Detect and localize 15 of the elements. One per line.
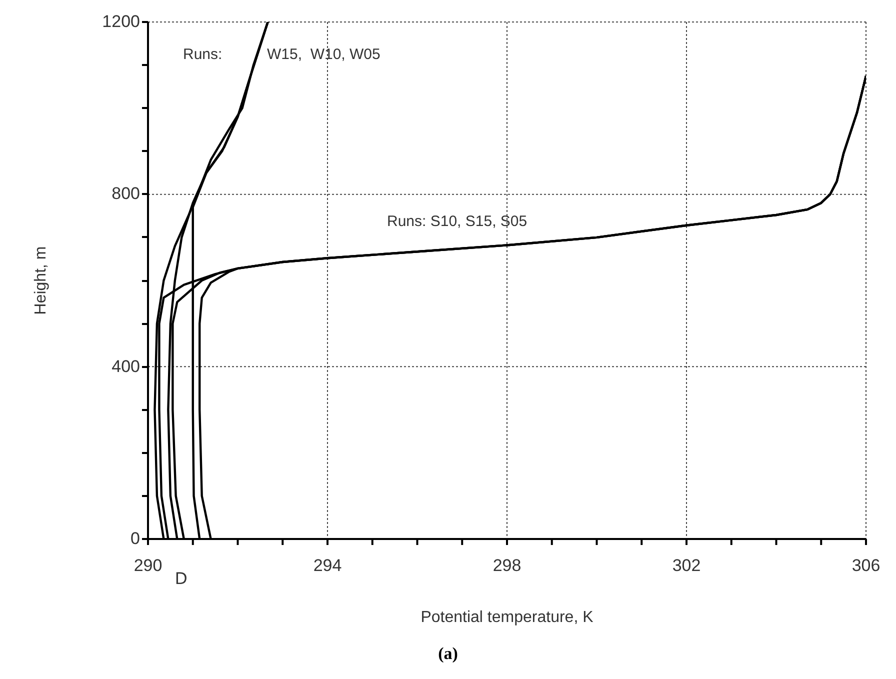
y-tick-label: 0 [130, 528, 140, 550]
x-tick-label: 302 [672, 556, 701, 576]
y-tick-label: 800 [112, 183, 140, 206]
annotation: Runs: S10, S15, S05 [387, 213, 528, 230]
x-tick-label: 294 [313, 556, 342, 576]
x-tick-label: 298 [492, 556, 522, 576]
text: Runs: W15, W10, W05 [183, 46, 380, 63]
y-tick-label: 1200 [102, 11, 140, 33]
text: (a) [437, 644, 459, 664]
x-axis-title: Potential temperature, K [420, 609, 594, 626]
y-tick-label: 400 [112, 356, 140, 378]
y-axis-title: Height, m [32, 246, 50, 315]
x-tick-label: 290 [134, 556, 162, 576]
text: D [175, 569, 188, 589]
x-tick-label: 306 [852, 556, 880, 576]
